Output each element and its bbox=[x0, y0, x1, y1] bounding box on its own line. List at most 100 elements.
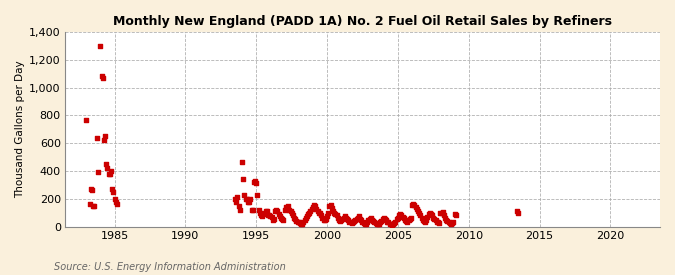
Point bbox=[96, 74, 107, 79]
Point bbox=[373, 222, 383, 227]
Point bbox=[256, 214, 267, 218]
Point bbox=[281, 206, 292, 211]
Point bbox=[349, 219, 360, 223]
Point bbox=[351, 217, 362, 221]
Point bbox=[296, 222, 306, 226]
Point bbox=[286, 210, 297, 215]
Point bbox=[275, 215, 286, 220]
Point bbox=[448, 220, 459, 225]
Point bbox=[384, 222, 395, 226]
Point bbox=[344, 219, 355, 224]
Point bbox=[97, 76, 108, 80]
Point bbox=[323, 210, 333, 215]
Point bbox=[242, 197, 252, 202]
Point bbox=[254, 210, 265, 215]
Point bbox=[84, 202, 95, 207]
Point bbox=[429, 217, 440, 221]
Point bbox=[379, 217, 390, 221]
Point bbox=[513, 211, 524, 216]
Point bbox=[392, 215, 403, 220]
Point bbox=[425, 212, 436, 216]
Point bbox=[315, 211, 325, 216]
Point bbox=[392, 217, 402, 221]
Point bbox=[336, 218, 347, 222]
Point bbox=[95, 44, 106, 48]
Point bbox=[447, 221, 458, 225]
Point bbox=[252, 193, 263, 197]
Point bbox=[352, 215, 363, 220]
Point bbox=[270, 209, 281, 213]
Point bbox=[304, 210, 315, 215]
Point bbox=[299, 218, 310, 222]
Point bbox=[427, 213, 437, 218]
Point bbox=[248, 180, 259, 184]
Point bbox=[365, 216, 376, 221]
Point bbox=[327, 208, 338, 213]
Point bbox=[87, 188, 98, 192]
Point bbox=[443, 220, 454, 225]
Point bbox=[422, 215, 433, 219]
Point bbox=[431, 219, 442, 224]
Title: Monthly New England (PADD 1A) No. 2 Fuel Oil Retail Sales by Refiners: Monthly New England (PADD 1A) No. 2 Fuel… bbox=[113, 15, 612, 28]
Point bbox=[103, 172, 114, 176]
Point bbox=[408, 202, 418, 206]
Point bbox=[512, 209, 522, 213]
Point bbox=[109, 197, 120, 202]
Point bbox=[261, 209, 271, 213]
Point bbox=[396, 213, 407, 218]
Point bbox=[441, 218, 452, 222]
Text: Source: U.S. Energy Information Administration: Source: U.S. Energy Information Administ… bbox=[54, 262, 286, 272]
Point bbox=[340, 214, 350, 218]
Point bbox=[335, 219, 346, 223]
Point bbox=[370, 221, 381, 225]
Point bbox=[294, 221, 305, 225]
Point bbox=[278, 218, 289, 222]
Y-axis label: Thousand Gallons per Day: Thousand Gallons per Day bbox=[15, 60, 25, 198]
Point bbox=[290, 217, 300, 221]
Point bbox=[428, 215, 439, 220]
Point bbox=[302, 214, 313, 218]
Point bbox=[388, 222, 399, 227]
Point bbox=[423, 212, 434, 216]
Point bbox=[330, 212, 341, 216]
Point bbox=[381, 218, 392, 222]
Point bbox=[418, 219, 429, 223]
Point bbox=[354, 214, 364, 218]
Point bbox=[303, 212, 314, 216]
Point bbox=[88, 204, 99, 208]
Point bbox=[406, 216, 416, 221]
Point bbox=[308, 205, 319, 209]
Point bbox=[421, 218, 431, 222]
Point bbox=[346, 221, 357, 225]
Point bbox=[333, 218, 344, 222]
Point bbox=[275, 214, 286, 218]
Point bbox=[91, 135, 102, 140]
Point bbox=[410, 205, 421, 209]
Point bbox=[244, 200, 254, 204]
Point bbox=[267, 218, 278, 222]
Point bbox=[382, 219, 393, 224]
Point bbox=[375, 220, 385, 225]
Point bbox=[439, 213, 450, 217]
Point bbox=[271, 208, 281, 212]
Point bbox=[277, 217, 288, 221]
Point bbox=[321, 217, 331, 221]
Point bbox=[253, 208, 264, 212]
Point bbox=[416, 215, 427, 220]
Point bbox=[111, 202, 122, 206]
Point bbox=[437, 210, 448, 214]
Point bbox=[316, 213, 327, 218]
Point bbox=[329, 210, 340, 215]
Point bbox=[105, 169, 116, 173]
Point bbox=[385, 222, 396, 227]
Point bbox=[414, 211, 425, 216]
Point bbox=[259, 210, 270, 215]
Point bbox=[435, 211, 446, 216]
Point bbox=[360, 222, 371, 226]
Point bbox=[289, 215, 300, 220]
Point bbox=[436, 210, 447, 215]
Point bbox=[350, 218, 361, 222]
Point bbox=[311, 206, 322, 211]
Point bbox=[107, 187, 117, 191]
Point bbox=[417, 218, 428, 222]
